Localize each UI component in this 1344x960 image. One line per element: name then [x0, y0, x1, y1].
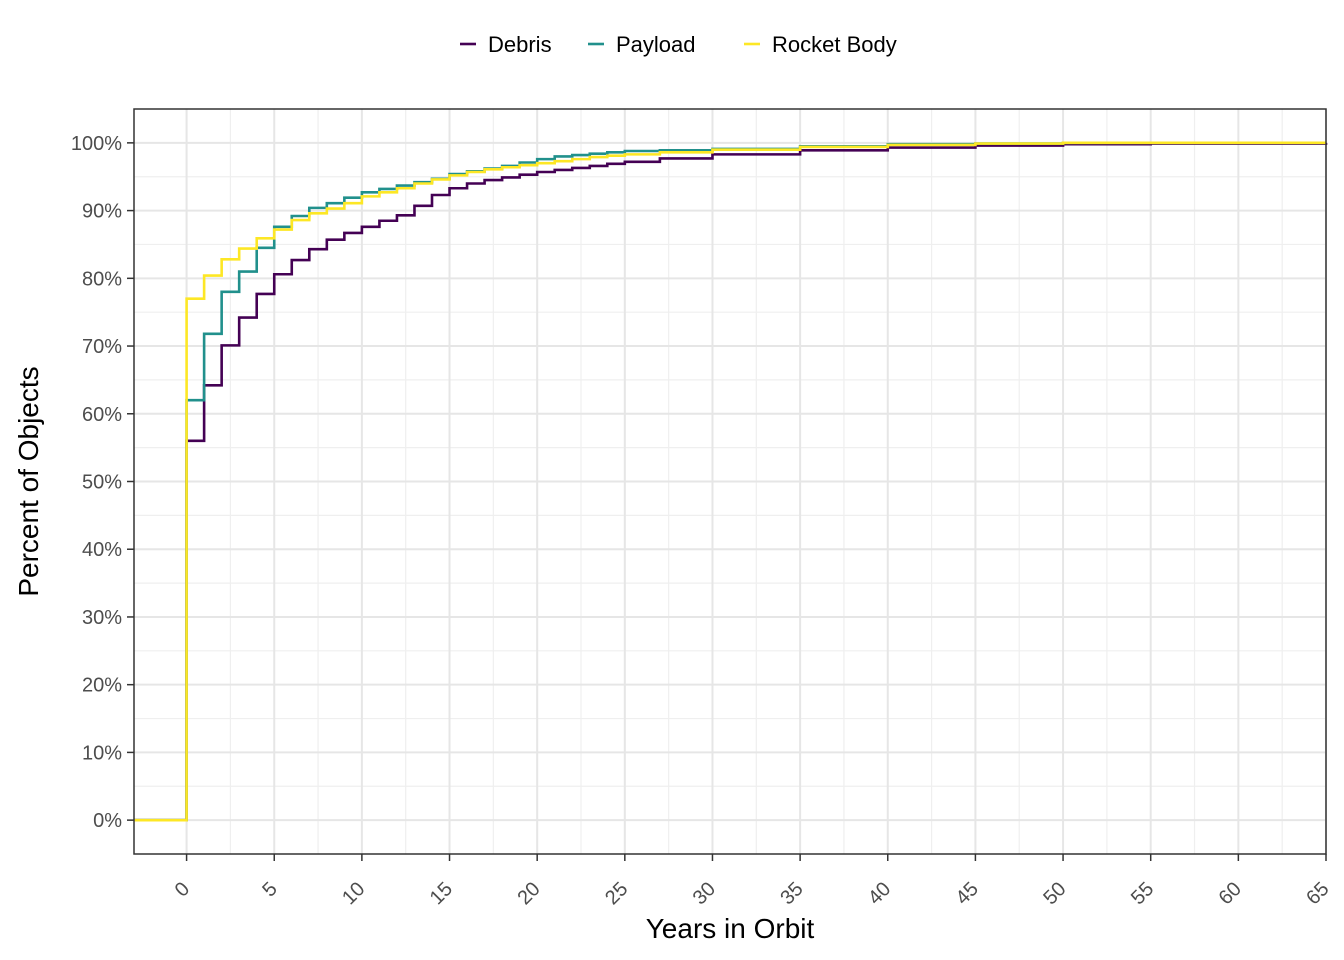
x-tick-label: 20: [513, 878, 544, 909]
x-tick-label: 0: [171, 878, 194, 901]
series-line-rocket-body: [134, 141, 1326, 822]
x-tick-label: 65: [1302, 878, 1333, 909]
y-tick-label: 40%: [82, 539, 122, 561]
legend-label: Debris: [488, 32, 552, 57]
legend: Debris Payload Rocket Body: [460, 32, 897, 57]
y-tick-label: 50%: [82, 472, 122, 494]
x-tick-label: 50: [1039, 878, 1070, 909]
x-tick-label: 40: [864, 878, 895, 909]
x-tick-label: 55: [1127, 878, 1158, 909]
x-axis-title: Years in Orbit: [646, 913, 815, 944]
x-tick-label: 15: [426, 878, 457, 909]
x-tick-label: 35: [776, 878, 807, 909]
x-tick-label: 10: [338, 878, 369, 909]
legend-label: Payload: [616, 32, 696, 57]
y-tick-label: 30%: [82, 607, 122, 629]
legend-label: Rocket Body: [772, 32, 897, 57]
x-tick-label: 60: [1215, 878, 1246, 909]
y-tick-label: 80%: [82, 268, 122, 290]
y-tick-label: 0%: [93, 810, 122, 832]
series-line-debris: [134, 142, 1328, 822]
x-tick-label: 30: [689, 878, 720, 909]
y-tick-label: 90%: [82, 201, 122, 223]
x-axis: 0 5 10 15 20 25 30 35 40 45 50 55 60 65: [171, 854, 1334, 909]
y-tick-label: 70%: [82, 336, 122, 358]
y-tick-label: 20%: [82, 675, 122, 697]
y-tick-label: 100%: [71, 133, 122, 155]
x-tick-label: 45: [952, 878, 983, 909]
y-tick-label: 60%: [82, 404, 122, 426]
plot-panel: [133, 108, 1328, 855]
x-tick-label: 5: [258, 878, 281, 901]
series-group: [134, 141, 1328, 822]
y-axis: 0% 10% 20% 30% 40% 50% 60% 70% 80% 90% 100%: [71, 133, 134, 832]
x-tick-label: 25: [601, 878, 632, 909]
y-tick-label: 10%: [82, 742, 122, 764]
y-axis-title: Percent of Objects: [13, 366, 44, 596]
